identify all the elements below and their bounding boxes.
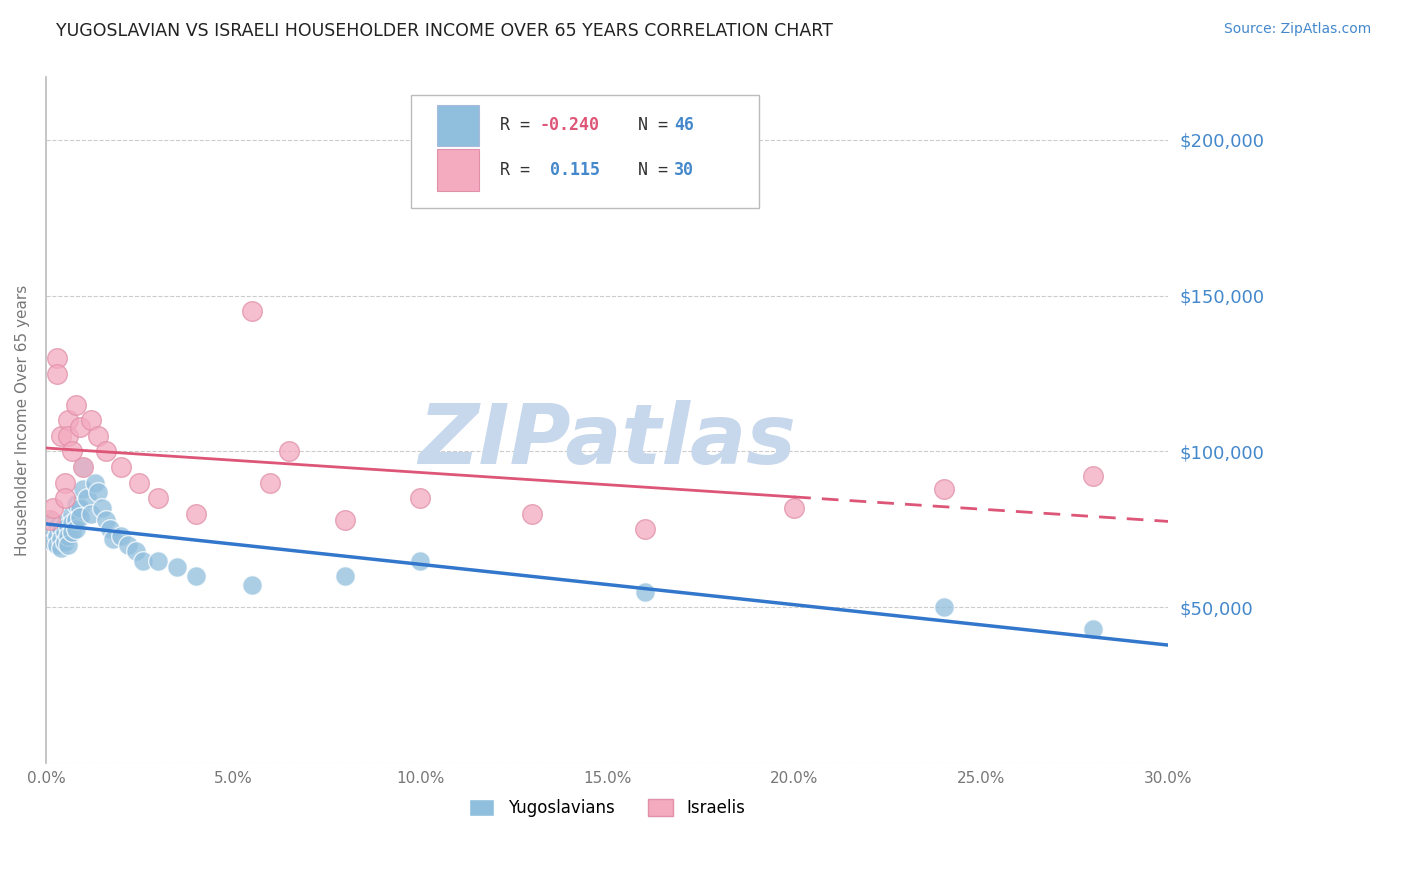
Point [46, 367, 69, 381]
Text: N =: N = [619, 161, 678, 179]
Point [166, 559, 188, 574]
Point [42, 500, 65, 515]
Text: ZIPatlas: ZIPatlas [418, 401, 796, 482]
Point [53, 516, 76, 530]
Point [69, 509, 91, 524]
FancyBboxPatch shape [411, 95, 759, 208]
Point [58, 413, 80, 427]
Point [42, 525, 65, 540]
Point [633, 584, 655, 599]
Point [87, 429, 110, 443]
Point [94, 513, 117, 527]
Point [49, 522, 72, 536]
Point [932, 600, 955, 615]
Point [60, 516, 83, 530]
Point [87, 485, 110, 500]
Point [80, 507, 103, 521]
Point [46, 519, 69, 533]
Text: 0.115: 0.115 [540, 161, 600, 179]
Point [409, 553, 432, 567]
Point [117, 538, 139, 552]
Point [49, 532, 72, 546]
Point [69, 500, 91, 515]
Point [53, 475, 76, 490]
Point [132, 553, 155, 567]
Text: Source: ZipAtlas.com: Source: ZipAtlas.com [1223, 22, 1371, 37]
Point [60, 525, 83, 540]
Point [80, 413, 103, 427]
Text: R =: R = [501, 161, 540, 179]
Point [148, 553, 170, 567]
Point [38, 513, 60, 527]
Point [60, 444, 83, 458]
Point [83, 475, 105, 490]
Point [49, 429, 72, 443]
Point [46, 351, 69, 365]
Point [110, 460, 132, 475]
Point [53, 525, 76, 540]
Point [46, 528, 69, 542]
Point [335, 513, 357, 527]
Point [42, 534, 65, 549]
Point [1083, 469, 1105, 483]
Point [125, 544, 148, 558]
Point [65, 398, 87, 412]
Point [409, 491, 432, 506]
Text: N =: N = [619, 117, 678, 135]
Point [72, 482, 94, 496]
FancyBboxPatch shape [436, 105, 479, 146]
Point [259, 475, 281, 490]
Point [94, 444, 117, 458]
Point [72, 460, 94, 475]
Y-axis label: Householder Income Over 65 years: Householder Income Over 65 years [15, 285, 30, 556]
Point [91, 500, 114, 515]
Point [53, 534, 76, 549]
Point [98, 522, 121, 536]
Point [278, 444, 301, 458]
FancyBboxPatch shape [436, 150, 479, 191]
Point [148, 491, 170, 506]
Point [128, 475, 150, 490]
Point [633, 522, 655, 536]
Point [65, 522, 87, 536]
Point [184, 569, 207, 583]
Text: 30: 30 [675, 161, 695, 179]
Point [1083, 622, 1105, 636]
Point [60, 507, 83, 521]
Text: R =: R = [501, 117, 540, 135]
Point [65, 498, 87, 512]
Point [72, 460, 94, 475]
Point [65, 513, 87, 527]
Point [110, 528, 132, 542]
Point [58, 538, 80, 552]
Point [53, 491, 76, 506]
Text: YUGOSLAVIAN VS ISRAELI HOUSEHOLDER INCOME OVER 65 YEARS CORRELATION CHART: YUGOSLAVIAN VS ISRAELI HOUSEHOLDER INCOM… [56, 22, 834, 40]
Legend: Yugoslavians, Israelis: Yugoslavians, Israelis [463, 792, 752, 823]
Point [58, 528, 80, 542]
Point [38, 513, 60, 527]
Point [46, 538, 69, 552]
Text: 46: 46 [675, 117, 695, 135]
Point [58, 519, 80, 533]
Point [240, 304, 263, 318]
Point [184, 507, 207, 521]
Point [240, 578, 263, 592]
Point [522, 507, 544, 521]
Point [69, 419, 91, 434]
Point [783, 500, 806, 515]
Point [76, 491, 98, 506]
Point [932, 482, 955, 496]
Point [58, 429, 80, 443]
Point [335, 569, 357, 583]
Point [49, 541, 72, 555]
Text: -0.240: -0.240 [540, 117, 600, 135]
Point [103, 532, 125, 546]
